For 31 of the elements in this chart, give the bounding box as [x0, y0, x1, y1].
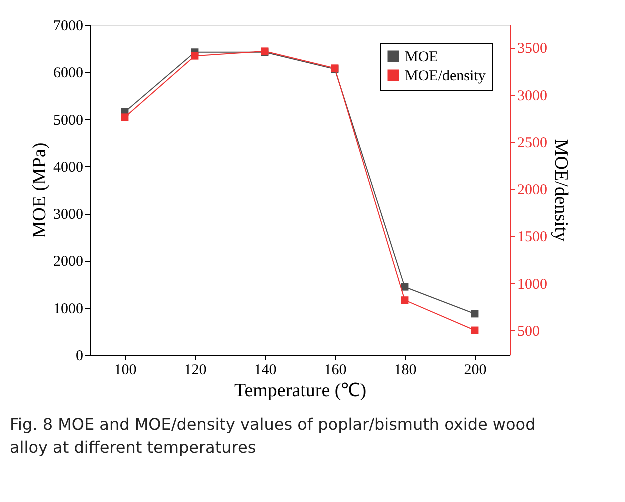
y2-tick-label: 3000 [518, 88, 548, 104]
y-tick-label: 3000 [54, 207, 84, 224]
y-tick-label: 6000 [54, 66, 84, 82]
y2-tick-label: 1000 [518, 276, 548, 293]
y2-tick-label: 500 [518, 324, 540, 340]
y2-tick-label: 2000 [518, 182, 548, 199]
y-tick-label: 1000 [54, 301, 84, 318]
legend-label: MOE [405, 50, 438, 66]
point [401, 296, 409, 304]
y2-tick-label: 3500 [518, 41, 548, 58]
x-axis-title: Temperature (℃) [234, 380, 367, 402]
y-tick-label: 4000 [54, 160, 84, 176]
point [191, 52, 199, 60]
x-tick-label: 160 [324, 362, 347, 378]
y-tick-label: 2000 [54, 254, 84, 270]
point [121, 114, 129, 122]
x-tick-label: 140 [254, 362, 277, 378]
y-tick-label: 7000 [54, 18, 84, 34]
x-tick-label: 200 [464, 362, 487, 378]
x-tick-label: 180 [394, 362, 417, 378]
y2-axis-title: MOE/density [550, 139, 572, 242]
y-tick-label: 5000 [54, 112, 84, 129]
legend-label: MOE/density [405, 68, 486, 84]
y2-tick-label: 2500 [518, 135, 548, 152]
y2-tick-label: 1500 [518, 230, 548, 246]
caption: Fig. 8 MOE and MOE/density values of poplar/bismuth oxide wood alloy at different temperatures [10, 415, 536, 457]
x-tick-label: 120 [184, 362, 207, 378]
x-tick-label: 100 [114, 362, 137, 378]
y-tick-label: 0 [76, 348, 84, 364]
y-axis-title: MOE (MPa) [30, 142, 50, 238]
point [401, 283, 409, 291]
